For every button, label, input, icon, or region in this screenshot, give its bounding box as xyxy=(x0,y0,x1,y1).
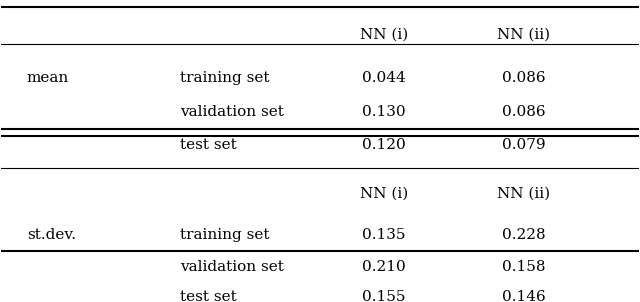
Text: 0.086: 0.086 xyxy=(502,104,546,119)
Text: 0.044: 0.044 xyxy=(362,71,406,85)
Text: validation set: validation set xyxy=(180,259,284,274)
Text: NN (i): NN (i) xyxy=(360,28,408,42)
Text: NN (i): NN (i) xyxy=(360,187,408,201)
Text: 0.146: 0.146 xyxy=(502,290,546,302)
Text: NN (ii): NN (ii) xyxy=(497,187,550,201)
Text: NN (ii): NN (ii) xyxy=(497,28,550,42)
Text: 0.130: 0.130 xyxy=(362,104,406,119)
Text: 0.155: 0.155 xyxy=(362,290,406,302)
Text: 0.158: 0.158 xyxy=(502,259,546,274)
Text: 0.210: 0.210 xyxy=(362,259,406,274)
Text: mean: mean xyxy=(27,71,69,85)
Text: training set: training set xyxy=(180,71,269,85)
Text: test set: test set xyxy=(180,138,237,152)
Text: 0.228: 0.228 xyxy=(502,227,546,242)
Text: 0.086: 0.086 xyxy=(502,71,546,85)
Text: st.dev.: st.dev. xyxy=(27,227,76,242)
Text: validation set: validation set xyxy=(180,104,284,119)
Text: 0.079: 0.079 xyxy=(502,138,546,152)
Text: 0.135: 0.135 xyxy=(362,227,406,242)
Text: 0.120: 0.120 xyxy=(362,138,406,152)
Text: training set: training set xyxy=(180,227,269,242)
Text: test set: test set xyxy=(180,290,237,302)
